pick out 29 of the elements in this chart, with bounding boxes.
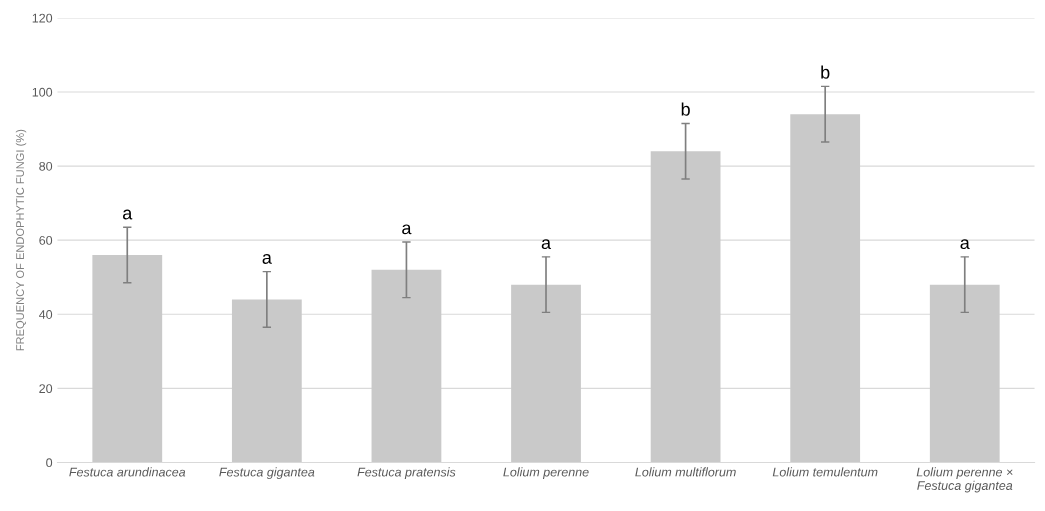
annotation: a [123,209,133,220]
annotation: b [821,65,830,79]
x-tick-label: Lolium perenne × Festuca gigantea [916,467,1013,493]
bar [92,254,163,463]
x-tick-label: Festuca pratensis [357,467,456,479]
x-tick-label: Lolium temulentum [772,467,878,477]
y-tick-label: 40 [39,310,53,319]
bar [929,284,1000,463]
bar [371,269,442,463]
x-tick-label: Festuca gigantea [219,467,315,479]
y-tick-label: 20 [39,384,53,394]
bar [650,151,721,463]
annotation: a [960,239,970,250]
bar [231,299,302,463]
y-tick-label: 80 [39,161,53,171]
y-tick-label: 100 [32,87,53,97]
y-tick-label: 60 [39,235,53,245]
y-tick-label: 0 [46,458,53,468]
x-tick-label: Festuca arundinacea [69,467,186,477]
bar [511,284,581,463]
x-tick-label: Lolium perenne [503,467,589,479]
annotation: b [681,102,690,116]
annotation: a [541,239,552,250]
y-tick-label: 120 [32,13,53,23]
x-tick-label: Lolium multiflorum [635,467,736,477]
y-axis-title: FREQUENCY OF ENDOPHYTIC FUNGI (%) [15,129,27,351]
annotation: a [402,224,412,235]
bar [790,114,861,463]
annotation: a [262,254,272,264]
